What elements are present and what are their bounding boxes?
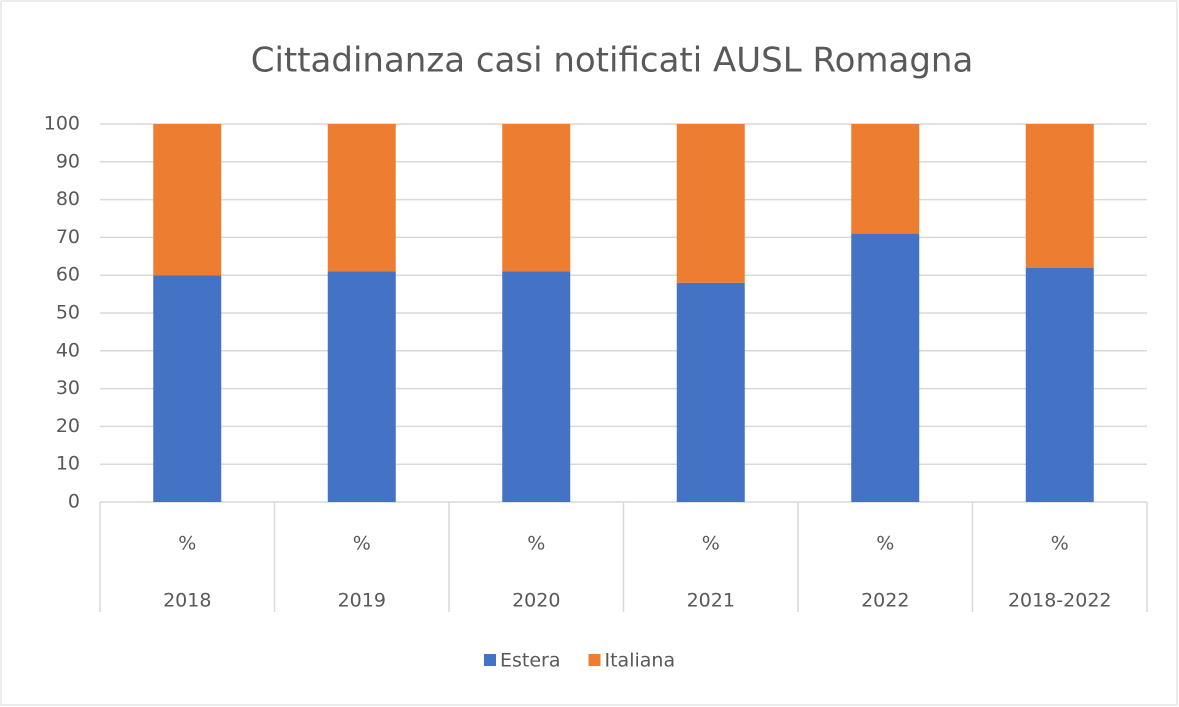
x-tick-label: 2018-2022 [1008,590,1112,612]
bar [153,124,222,276]
legend-swatch [588,654,601,666]
y-tick-label: 100 [44,113,80,135]
y-tick-label: 90 [56,150,80,172]
y-tick-label: 0 [68,491,80,513]
y-tick-label: 70 [56,226,80,248]
y-tick-label: 20 [56,415,80,437]
y-tick-label: 50 [56,302,80,324]
bar [502,124,571,272]
bar [676,124,745,283]
x-tick-label: 2022 [861,590,909,612]
chart-title: Cittadinanza casi notificati AUSL Romagn… [251,41,974,81]
bar [851,233,920,502]
x-tick-label: 2021 [687,590,735,612]
bar [327,124,396,272]
y-tick-label: 40 [56,339,80,361]
x-tick-label: 2020 [512,590,560,612]
y-tick-label: 30 [56,377,80,399]
bar [327,271,396,502]
x-tick-label: 2019 [338,590,386,612]
bar [1025,267,1094,502]
y-tick-label: 10 [56,453,80,475]
x-group-label: % [1051,533,1069,555]
legend-swatch [484,654,496,666]
x-group-label: % [876,533,894,555]
legend-label: Italiana [605,650,676,672]
y-tick-label: 80 [56,188,80,210]
bar [851,124,920,234]
x-group-label: % [353,533,371,555]
x-group-label: % [527,533,545,555]
bar [676,282,745,502]
legend-label: Estera [500,650,561,672]
bar [153,275,222,502]
bar [1025,124,1094,268]
y-tick-label: 60 [56,264,80,286]
x-group-label: % [178,533,196,555]
x-group-label: % [702,533,720,555]
bar [502,271,571,502]
x-tick-label: 2018 [163,590,211,612]
